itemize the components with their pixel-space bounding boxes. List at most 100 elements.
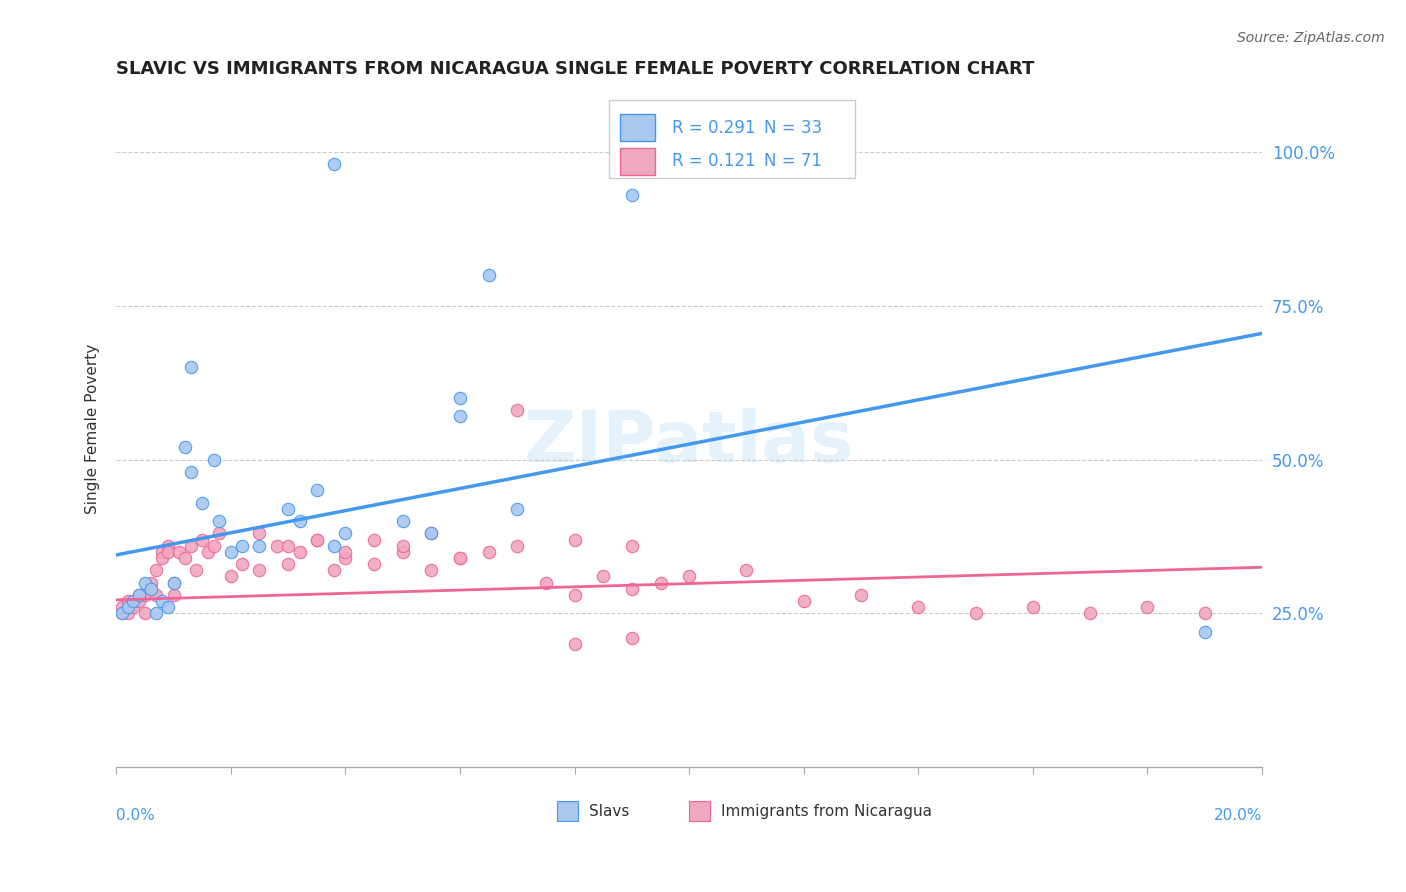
- Point: [449, 551, 471, 566]
- Point: [620, 187, 643, 202]
- Point: [506, 501, 529, 516]
- Point: [506, 539, 529, 553]
- Point: [139, 575, 162, 590]
- Point: [564, 637, 586, 651]
- Point: [162, 575, 184, 590]
- Point: [335, 526, 357, 541]
- Point: [564, 588, 586, 602]
- Point: [534, 575, 557, 590]
- Point: [277, 501, 299, 516]
- Point: [420, 526, 443, 541]
- Point: [363, 557, 385, 571]
- Point: [305, 533, 328, 547]
- Text: N = 33: N = 33: [763, 119, 821, 136]
- Point: [150, 545, 173, 559]
- Text: N = 71: N = 71: [763, 153, 821, 170]
- Point: [449, 391, 471, 405]
- Point: [249, 563, 271, 577]
- Point: [169, 545, 191, 559]
- Point: [174, 551, 197, 566]
- Point: [111, 607, 134, 621]
- Point: [202, 452, 225, 467]
- Point: [208, 514, 231, 528]
- Text: R = 0.121: R = 0.121: [672, 153, 755, 170]
- Point: [111, 600, 134, 615]
- Point: [420, 526, 443, 541]
- Point: [191, 533, 214, 547]
- Point: [122, 600, 145, 615]
- Point: [139, 582, 162, 596]
- Point: [128, 594, 150, 608]
- Point: [1022, 600, 1045, 615]
- Point: [117, 607, 139, 621]
- Point: [506, 403, 529, 417]
- Point: [128, 588, 150, 602]
- Point: [174, 440, 197, 454]
- Point: [117, 600, 139, 615]
- Point: [478, 268, 501, 282]
- Text: Source: ZipAtlas.com: Source: ZipAtlas.com: [1237, 31, 1385, 45]
- Point: [305, 483, 328, 498]
- Bar: [557, 801, 578, 822]
- Point: [363, 533, 385, 547]
- Point: [449, 409, 471, 424]
- Point: [335, 551, 357, 566]
- Point: [620, 631, 643, 645]
- Point: [249, 526, 271, 541]
- Text: Immigrants from Nicaragua: Immigrants from Nicaragua: [721, 804, 932, 819]
- Point: [134, 575, 156, 590]
- Point: [186, 563, 208, 577]
- Point: [180, 539, 202, 553]
- Bar: [620, 148, 655, 175]
- FancyBboxPatch shape: [609, 101, 855, 178]
- Point: [122, 594, 145, 608]
- Point: [180, 465, 202, 479]
- Point: [478, 545, 501, 559]
- Point: [391, 514, 413, 528]
- Point: [111, 607, 134, 621]
- Point: [1194, 624, 1216, 639]
- Point: [391, 545, 413, 559]
- Point: [305, 533, 328, 547]
- Bar: [689, 801, 710, 822]
- Text: Slavs: Slavs: [589, 804, 630, 819]
- Point: [219, 545, 242, 559]
- Point: [266, 539, 288, 553]
- Point: [965, 607, 987, 621]
- Point: [208, 526, 231, 541]
- Point: [335, 545, 357, 559]
- Point: [180, 360, 202, 375]
- Point: [277, 557, 299, 571]
- Point: [122, 594, 145, 608]
- Point: [391, 539, 413, 553]
- Text: SLAVIC VS IMMIGRANTS FROM NICARAGUA SINGLE FEMALE POVERTY CORRELATION CHART: SLAVIC VS IMMIGRANTS FROM NICARAGUA SING…: [117, 60, 1035, 78]
- Point: [678, 569, 700, 583]
- Point: [735, 563, 758, 577]
- Point: [323, 539, 346, 553]
- Point: [564, 533, 586, 547]
- Point: [128, 588, 150, 602]
- Point: [420, 563, 443, 577]
- Point: [117, 594, 139, 608]
- Point: [620, 539, 643, 553]
- Point: [231, 557, 253, 571]
- Point: [288, 545, 311, 559]
- Point: [849, 588, 872, 602]
- Text: ZIPatlas: ZIPatlas: [524, 408, 855, 477]
- Point: [150, 594, 173, 608]
- Point: [231, 539, 253, 553]
- Point: [139, 582, 162, 596]
- Point: [907, 600, 929, 615]
- Text: 20.0%: 20.0%: [1213, 808, 1263, 823]
- Point: [162, 588, 184, 602]
- Point: [323, 563, 346, 577]
- Point: [1136, 600, 1159, 615]
- Point: [145, 563, 167, 577]
- Point: [134, 588, 156, 602]
- Point: [156, 545, 179, 559]
- Text: 0.0%: 0.0%: [117, 808, 155, 823]
- Point: [592, 569, 614, 583]
- Point: [219, 569, 242, 583]
- Point: [145, 588, 167, 602]
- Point: [197, 545, 219, 559]
